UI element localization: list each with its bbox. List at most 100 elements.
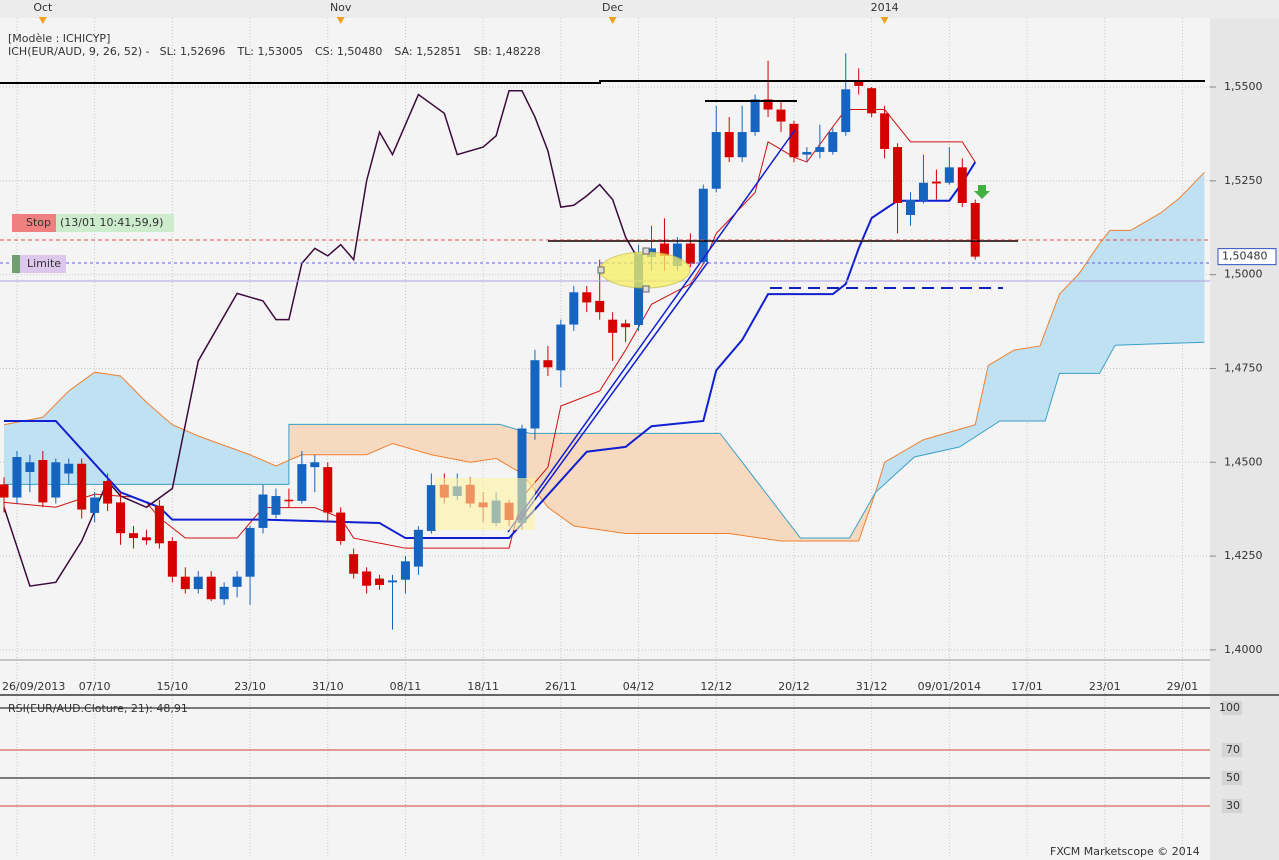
candle-body [362, 571, 372, 586]
y-tick-label: 1,5250 [1224, 174, 1263, 187]
candle-body [621, 323, 631, 328]
candle-body [180, 576, 190, 590]
candle-body [569, 292, 579, 325]
candle-body [103, 481, 113, 504]
indicator-line [3, 109, 976, 549]
y-tick-label: 1,4000 [1224, 643, 1263, 656]
candle-body [388, 580, 397, 583]
rsi-tick-label: 30 [1226, 799, 1240, 812]
anchor-point [597, 266, 605, 274]
rsi-title: RSI(EUR/AUD.Cloture, 21): 48,91 [8, 702, 188, 715]
readout: SL: 1,52696 [160, 45, 226, 58]
candle-body [64, 463, 74, 474]
candle-body [193, 576, 203, 590]
y-tick-label: 1,5500 [1224, 80, 1263, 93]
candle-body [867, 88, 877, 114]
candle-body [776, 109, 786, 122]
x-tick-label: 09/01/2014 [918, 680, 981, 693]
candle-body [0, 484, 9, 498]
candle-body [711, 132, 721, 189]
indicator-line [3, 90, 640, 587]
candle-body [336, 512, 346, 542]
candle-body [426, 485, 436, 531]
span-b [4, 341, 1205, 539]
candle-body [219, 586, 229, 600]
candle-body [38, 460, 48, 503]
period-label: Nov [330, 1, 352, 14]
rsi-tick-label: 100 [1219, 701, 1240, 714]
candle-body [51, 462, 61, 498]
highlight-ellipse [599, 251, 691, 289]
y-tick-label: 1,4750 [1224, 361, 1263, 374]
x-tick-label: 15/10 [156, 680, 188, 693]
anchor-point [642, 285, 650, 293]
x-tick-label: 07/10 [79, 680, 111, 693]
candle-body [828, 132, 838, 152]
candle-body [297, 464, 307, 501]
candle-body [608, 319, 618, 333]
drawings [0, 80, 1210, 533]
rsi-tick-label: 70 [1226, 743, 1240, 756]
candle-body [918, 182, 928, 201]
stop-order-tag [12, 214, 56, 232]
limit-order-tag [12, 255, 20, 273]
rsi-tick-box [1222, 799, 1242, 814]
period-label: Dec [602, 1, 623, 14]
period-strip [0, 0, 1279, 18]
candle-body [763, 99, 773, 110]
candle-body [957, 167, 967, 203]
candle-body [750, 99, 760, 133]
x-tick-label: 26/11 [545, 680, 577, 693]
candle-body [841, 89, 851, 133]
last-price-box [1217, 248, 1277, 266]
period-label: Oct [33, 1, 53, 14]
candle-body [141, 537, 151, 541]
readout: SA: 1,52851 [394, 45, 461, 58]
candle-body [375, 578, 385, 585]
candle-body [517, 428, 527, 524]
candle-body [672, 243, 682, 267]
limit-order-box[interactable] [12, 255, 66, 273]
period-marker [336, 17, 345, 24]
candle-body [284, 499, 294, 502]
candle-body [245, 527, 255, 577]
period-marker [38, 17, 47, 24]
indicator-label: ICH(EUR/AUD, 9, 26, 52) - [8, 45, 150, 58]
candle-body [25, 462, 35, 473]
candle-body [789, 123, 799, 158]
candle-body [543, 360, 553, 368]
candle-body [893, 147, 903, 203]
limit-label: Limite [27, 257, 61, 270]
x-tick-label: 18/11 [467, 680, 499, 693]
indicator-line [4, 161, 977, 540]
stop-detail: (13/01 10:41,59,9) [60, 216, 163, 229]
y-tick-label: 1,5000 [1224, 268, 1263, 281]
candle-body [802, 151, 812, 155]
candle-body [258, 494, 268, 528]
trend-line [519, 261, 709, 521]
x-tick-label: 12/12 [700, 680, 732, 693]
candle-body [944, 167, 954, 183]
candle-body [659, 243, 669, 256]
candle-body [232, 576, 242, 587]
readout: SB: 1,48228 [474, 45, 541, 58]
candle-body [116, 502, 126, 534]
y-tick-label: 1,4250 [1224, 549, 1263, 562]
candle-body [931, 181, 941, 184]
candle-body [854, 81, 864, 86]
signal-arrow [974, 185, 990, 199]
x-tick-label: 17/01 [1011, 680, 1043, 693]
candle-body [310, 462, 320, 468]
candle-body [167, 541, 177, 577]
candle-body [400, 561, 410, 580]
candle-body [206, 576, 216, 600]
anchor-point [642, 247, 650, 255]
candle-body [970, 202, 980, 257]
rsi-tick-box [1222, 771, 1242, 786]
x-tick-label: 29/01 [1167, 680, 1199, 693]
candle-body [737, 132, 747, 158]
candle-body [90, 497, 100, 513]
candle-body [698, 188, 708, 262]
candle-body [77, 463, 87, 510]
candle-body [906, 199, 915, 215]
